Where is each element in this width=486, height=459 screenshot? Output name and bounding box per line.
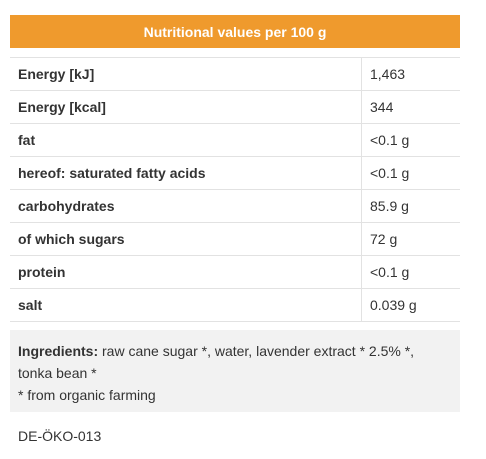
ingredients-label: Ingredients:: [18, 343, 99, 359]
nutrition-table: Energy [kJ] 1,463 Energy [kcal] 344 fat <0.1 …: [10, 57, 460, 322]
nutrient-label: Energy [kJ]: [10, 58, 362, 90]
table-row: protein <0.1 g: [10, 256, 460, 289]
nutrient-label: hereof: saturated fatty acids: [10, 157, 362, 189]
certification: DE-ÖKO-013: [18, 428, 102, 444]
nutrient-label: Energy [kcal]: [10, 91, 362, 123]
table-row: Energy [kcal] 344: [10, 91, 460, 124]
nutrient-value: 0.039 g: [370, 297, 417, 313]
nutrient-label: protein: [10, 256, 362, 288]
nutrient-value: <0.1 g: [370, 264, 410, 280]
nutrient-label: of which sugars: [10, 223, 362, 255]
nutrient-value: 72 g: [370, 231, 398, 247]
nutrient-label: salt: [10, 289, 362, 321]
ingredients-text: raw cane sugar *, water, lavender extrac…: [18, 343, 415, 381]
nutrient-value: <0.1 g: [370, 132, 410, 148]
table-row: fat <0.1 g: [10, 124, 460, 157]
table-row: salt 0.039 g: [10, 289, 460, 322]
table-row: carbohydrates 85.9 g: [10, 190, 460, 223]
header-title: Nutritional values per 100 g: [143, 23, 327, 40]
nutrition-panel: Nutritional values per 100 g Energy [kJ]…: [10, 15, 460, 444]
nutrient-label: fat: [10, 124, 362, 156]
nutrient-value: 1,463: [370, 66, 406, 82]
nutrient-label: carbohydrates: [10, 190, 362, 222]
header: Nutritional values per 100 g: [10, 15, 460, 48]
nutrient-value: <0.1 g: [370, 165, 410, 181]
ingredients-note: * from organic farming: [18, 387, 156, 403]
table-row: hereof: saturated fatty acids <0.1 g: [10, 157, 460, 190]
nutrient-value: 85.9 g: [370, 198, 409, 214]
table-row: of which sugars 72 g: [10, 223, 460, 256]
nutrient-value: 344: [370, 99, 394, 115]
ingredients-box: Ingredients: raw cane sugar *, water, la…: [10, 330, 460, 412]
table-row: Energy [kJ] 1,463: [10, 58, 460, 91]
